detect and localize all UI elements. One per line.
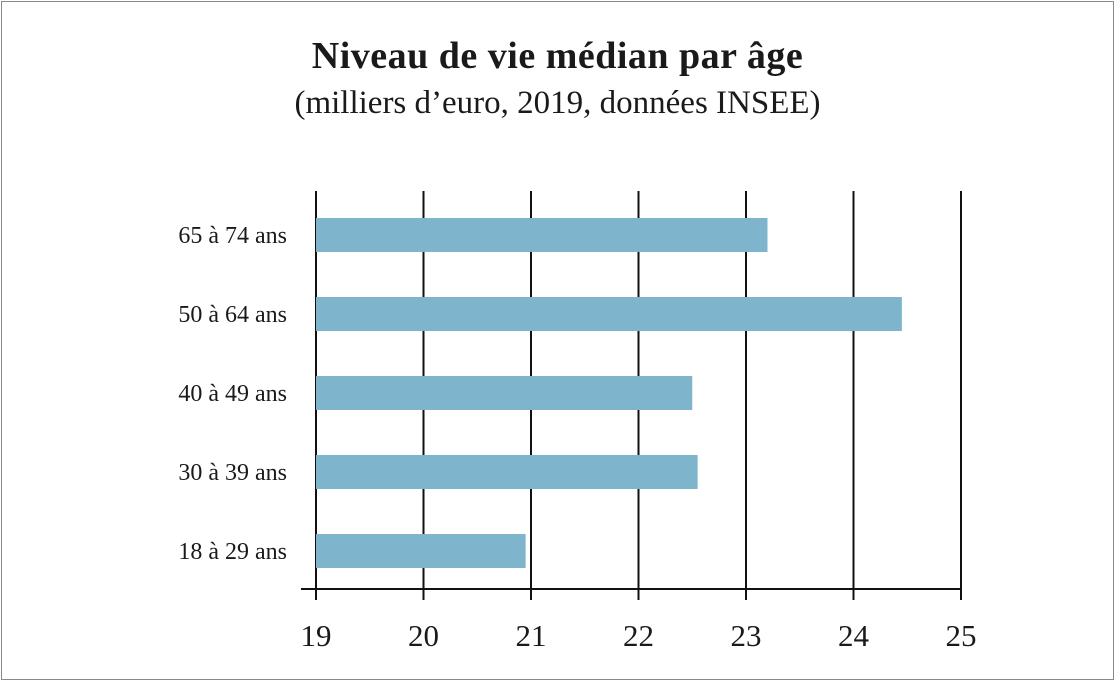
x-tick-label: 20: [408, 618, 439, 653]
x-tick-label: 24: [838, 618, 870, 653]
category-label: 30 à 39 ans: [178, 460, 287, 486]
bar: [316, 534, 526, 568]
category-label: 40 à 49 ans: [178, 381, 287, 407]
x-tick-label: 21: [516, 618, 547, 653]
x-tick-label: 19: [301, 618, 332, 653]
bar: [316, 218, 768, 252]
x-tick-label: 23: [731, 618, 762, 653]
chart-subtitle: (milliers d’euro, 2019, données INSEE): [294, 85, 821, 121]
category-label: 18 à 29 ans: [178, 539, 287, 565]
chart-title: Niveau de vie médian par âge: [311, 35, 804, 77]
x-tick-label: 22: [623, 618, 654, 653]
x-tick-label: 25: [946, 618, 977, 653]
bar: [316, 297, 902, 331]
bar: [316, 376, 693, 410]
category-label: 50 à 64 ans: [178, 302, 287, 328]
category-label: 65 à 74 ans: [178, 223, 287, 249]
bar: [316, 455, 698, 489]
